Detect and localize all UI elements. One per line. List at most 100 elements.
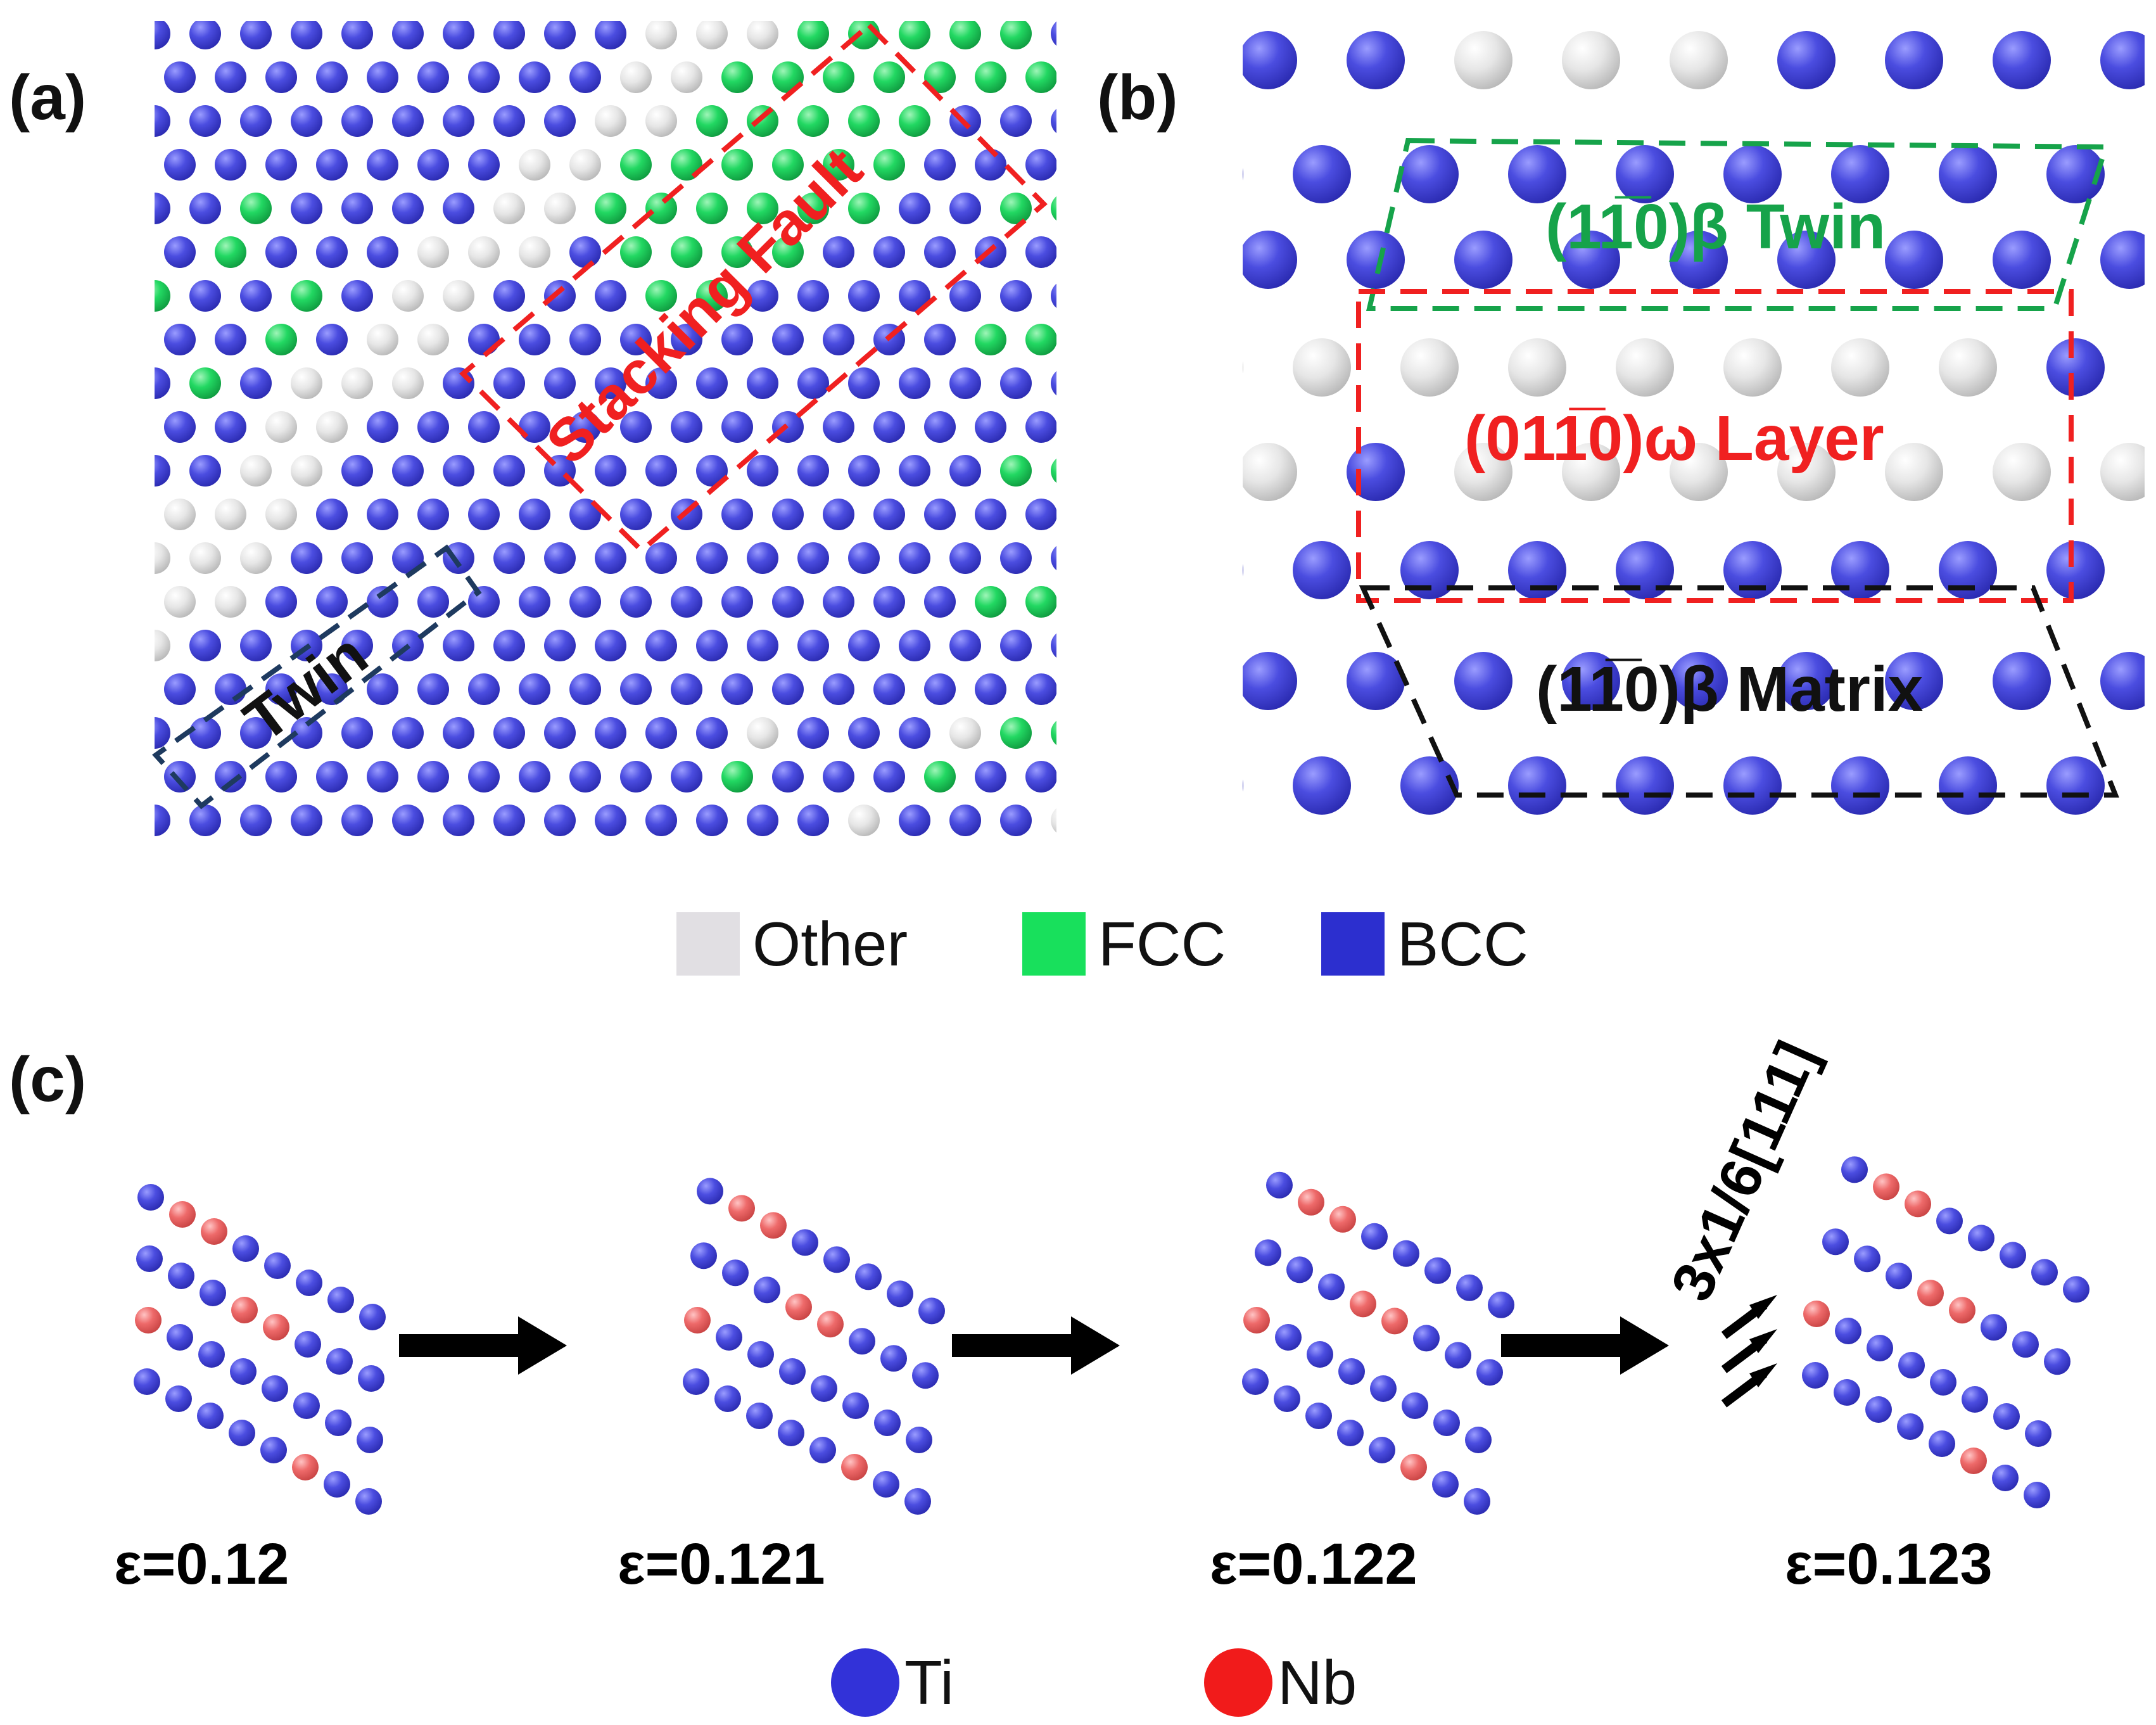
ti-atom xyxy=(714,1385,741,1412)
fcc-atom xyxy=(595,193,626,224)
bcc-atom xyxy=(1051,21,1056,46)
other-atom xyxy=(240,542,272,574)
bcc-atom xyxy=(823,761,854,792)
fcc-atom xyxy=(1051,720,1056,746)
fcc-atom xyxy=(291,280,322,312)
bcc-atom xyxy=(671,761,702,792)
bcc-atom xyxy=(155,805,170,836)
bcc-atom xyxy=(1076,761,1108,792)
bcc-atom xyxy=(1670,652,1728,710)
bcc-atom xyxy=(88,18,120,49)
beta-twin-label: (11̅0)β Twin xyxy=(1545,191,1886,262)
ti-atom xyxy=(904,1488,931,1515)
bcc-atom xyxy=(595,717,626,749)
atom-clusters xyxy=(134,1156,2089,1515)
bcc-atom xyxy=(316,236,348,268)
bcc-atom xyxy=(975,149,1006,181)
bcc-atom xyxy=(1831,756,1889,815)
omega-layer-label: (011̅0)ω Layer xyxy=(1464,403,1884,474)
bcc-atom xyxy=(949,630,981,661)
bcc-atom xyxy=(595,367,626,399)
bcc-atom xyxy=(215,61,246,93)
bcc-atom xyxy=(1131,231,1189,289)
ti-atom xyxy=(262,1375,288,1402)
fcc-atom xyxy=(1127,586,1158,618)
bcc-atom xyxy=(392,193,424,224)
other-atom xyxy=(1131,443,1189,501)
bcc-atom xyxy=(493,805,525,836)
bcc-atom xyxy=(1051,108,1056,134)
ti-atom xyxy=(1305,1403,1332,1429)
bcc-atom xyxy=(316,61,348,93)
fcc-atom xyxy=(1051,458,1056,483)
bcc-atom xyxy=(164,0,196,6)
bcc-atom xyxy=(1076,411,1108,443)
ti-atom xyxy=(1930,1369,1956,1396)
other-atom xyxy=(291,367,322,399)
nb-atom xyxy=(1329,1206,1356,1233)
other-atom xyxy=(113,673,145,705)
ti-atom xyxy=(912,1362,939,1389)
bcc-atom xyxy=(1051,371,1056,396)
bcc-atom xyxy=(519,499,550,530)
bcc-atom xyxy=(823,586,854,618)
bcc-atom xyxy=(88,542,120,574)
bcc-atom xyxy=(797,805,829,836)
bcc-atom xyxy=(975,673,1006,705)
bcc-atom xyxy=(1939,756,1997,815)
ti-atom xyxy=(1464,1488,1490,1515)
bcc-atom xyxy=(696,542,728,574)
bcc-atom xyxy=(873,586,905,618)
ti-atom xyxy=(1476,1359,1503,1386)
bcc-atom xyxy=(1454,231,1512,289)
strain-label-3: ε=0.122 xyxy=(1210,1532,1417,1596)
bcc-atom xyxy=(797,280,829,312)
ti-atom xyxy=(1802,1362,1829,1389)
legend-swatch-other xyxy=(676,912,740,976)
ti-atom xyxy=(232,1235,259,1262)
fcc-atom xyxy=(1127,848,1158,880)
bcc-atom xyxy=(544,892,576,924)
ti-atom xyxy=(747,1341,774,1368)
ti-atom xyxy=(683,1368,709,1395)
ti-atom xyxy=(1266,1171,1293,1199)
bcc-atom xyxy=(215,411,246,443)
bcc-atom xyxy=(620,411,652,443)
fcc-atom xyxy=(1000,193,1032,224)
legend-label-other: Other xyxy=(752,909,908,979)
bcc-atom xyxy=(1000,367,1032,399)
bcc-atom xyxy=(569,0,601,6)
bcc-atom xyxy=(155,367,170,399)
bcc-atom xyxy=(265,149,297,181)
other-atom xyxy=(949,717,981,749)
bcc-atom xyxy=(367,848,398,880)
bcc-atom xyxy=(797,455,829,487)
bcc-atom xyxy=(468,149,500,181)
panel-b-atoms xyxy=(1131,31,2145,815)
bcc-atom xyxy=(215,0,246,6)
bcc-atom xyxy=(721,673,753,705)
bcc-atom xyxy=(620,673,652,705)
other-atom xyxy=(468,236,500,268)
fcc-atom xyxy=(215,236,246,268)
bcc-atom xyxy=(620,499,652,530)
bcc-atom xyxy=(493,892,525,924)
bcc-atom xyxy=(848,630,880,661)
fcc-atom xyxy=(823,149,854,181)
bcc-atom xyxy=(367,149,398,181)
bcc-atom xyxy=(443,21,474,49)
legend-swatch-bcc xyxy=(1321,912,1385,976)
bcc-atom xyxy=(949,367,981,399)
bcc-atom xyxy=(468,848,500,880)
bcc-atom xyxy=(417,411,449,443)
ti-atom xyxy=(167,1324,193,1351)
ti-atom xyxy=(697,1178,723,1205)
bcc-atom xyxy=(1616,145,1674,203)
other-atom xyxy=(392,280,424,312)
bcc-atom xyxy=(367,673,398,705)
ti-atom xyxy=(811,1375,837,1402)
ti-atom xyxy=(2000,1242,2026,1269)
bcc-atom xyxy=(1051,633,1056,658)
bcc-atom xyxy=(291,193,322,224)
bcc-atom xyxy=(519,586,550,618)
